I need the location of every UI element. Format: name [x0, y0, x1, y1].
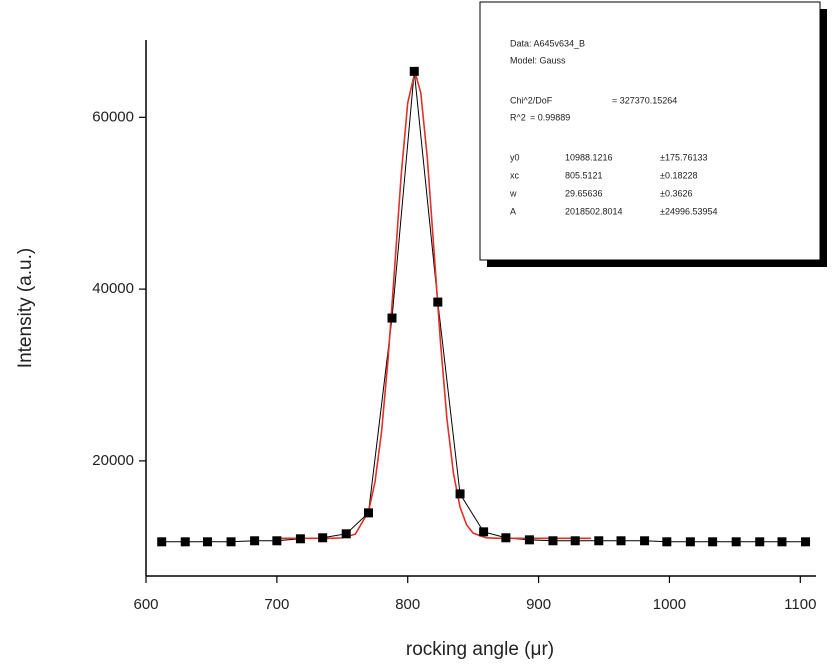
x-tick-label: 800: [395, 596, 420, 613]
x-tick-label: 700: [264, 596, 289, 613]
data-point: [250, 536, 260, 546]
fit-param: 10988.1216: [565, 152, 613, 162]
data-point: [616, 536, 626, 546]
fit-data: Data: A645v634_B: [510, 38, 585, 48]
data-point: [640, 536, 650, 546]
data-point: [570, 536, 580, 546]
fit-param: ±24996.53954: [660, 206, 718, 216]
fit-box: [479, 1, 821, 261]
y-tick-label: 60000: [92, 108, 134, 125]
data-point: [272, 536, 282, 546]
fit-param: ±0.18228: [660, 170, 697, 180]
fit-param: 805.5121: [565, 170, 603, 180]
data-point: [409, 66, 419, 76]
data-point: [203, 537, 213, 547]
data-point: [501, 533, 511, 543]
data-point: [731, 537, 741, 547]
x-tick-label: 900: [526, 596, 551, 613]
data-point: [318, 533, 328, 543]
x-tick-label: 1000: [653, 596, 686, 613]
fit-chi2-label: Chi^2/DoF: [510, 95, 553, 105]
data-point: [801, 537, 811, 547]
data-point: [594, 536, 604, 546]
data-point: [226, 537, 236, 547]
fit-param: 29.65636: [565, 188, 603, 198]
data-point: [479, 527, 489, 537]
data-point: [524, 535, 534, 545]
fit-chi2-value: = 327370.15264: [612, 95, 677, 105]
fit-model: Model: Gauss: [510, 55, 566, 65]
x-tick-label: 1100: [784, 596, 816, 613]
fit-param: y0: [510, 152, 520, 162]
fit-r2-label: R^2: [510, 112, 526, 122]
data-point: [755, 537, 765, 547]
data-point: [777, 537, 787, 547]
data-point: [295, 534, 305, 544]
fit-param: ±175.76133: [660, 152, 707, 162]
data-point: [455, 489, 465, 499]
data-point: [387, 313, 397, 323]
x-tick-label: 600: [133, 596, 158, 613]
y-tick-label: 40000: [92, 280, 134, 297]
data-point: [662, 537, 672, 547]
data-point: [363, 508, 373, 518]
data-point: [433, 297, 443, 307]
x-axis-title: rocking angle (μr): [406, 639, 554, 660]
data-point: [708, 537, 718, 547]
data-point: [157, 537, 167, 547]
data-point: [548, 536, 558, 546]
fit-param: w: [509, 188, 517, 198]
y-axis-title: Intensity (a.u.): [15, 248, 36, 368]
fit-param: A: [510, 206, 516, 216]
fit-param: ±0.3626: [660, 188, 692, 198]
fit-r2-value: = 0.99889: [530, 112, 570, 122]
y-tick-label: 20000: [92, 452, 134, 469]
fit-param: xc: [510, 170, 520, 180]
data-point: [685, 537, 695, 547]
data-point: [341, 529, 351, 539]
fit-param: 2018502.8014: [565, 206, 623, 216]
data-point: [180, 537, 190, 547]
